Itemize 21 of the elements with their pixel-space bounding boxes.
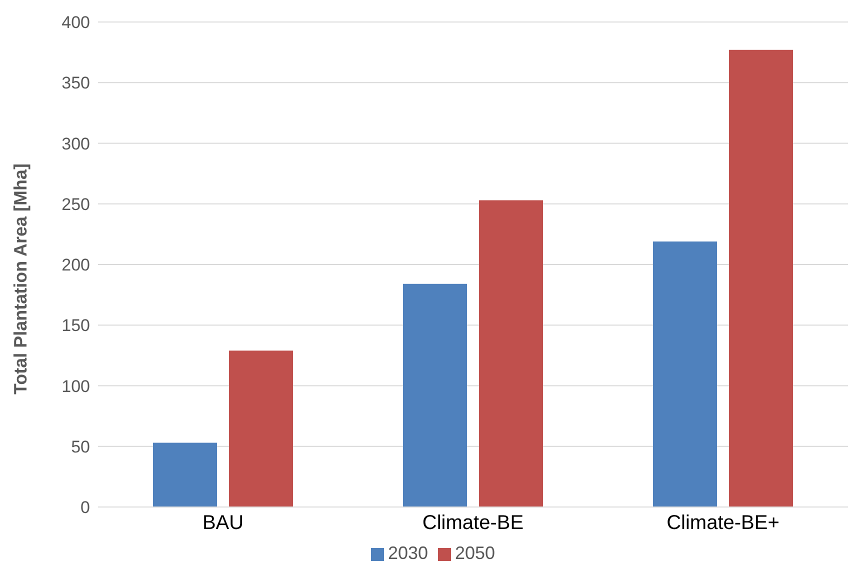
bar	[653, 241, 717, 507]
y-tick-label: 250	[62, 194, 90, 214]
x-tick-label: Climate-BE	[422, 512, 524, 534]
x-tick-label: Climate-BE+	[666, 512, 780, 534]
bar	[729, 50, 793, 507]
legend-label: 2050	[455, 543, 496, 563]
y-tick-label: 350	[62, 74, 90, 93]
bar	[479, 200, 543, 507]
y-tick-label: 400	[62, 13, 90, 32]
y-tick-label: 50	[71, 437, 90, 456]
bar	[403, 284, 467, 507]
y-tick-label: 150	[62, 316, 90, 336]
x-tick-label: BAU	[202, 512, 244, 534]
bar	[153, 442, 217, 507]
y-tick-label: 100	[62, 376, 90, 396]
y-axis-title: Total Plantation Area [Mha]	[10, 163, 30, 394]
y-tick-label: 0	[80, 498, 90, 518]
y-tick-label: 200	[62, 256, 90, 275]
y-tick-label: 300	[62, 134, 90, 154]
bar	[229, 350, 293, 507]
legend-label: 2030	[388, 543, 428, 563]
